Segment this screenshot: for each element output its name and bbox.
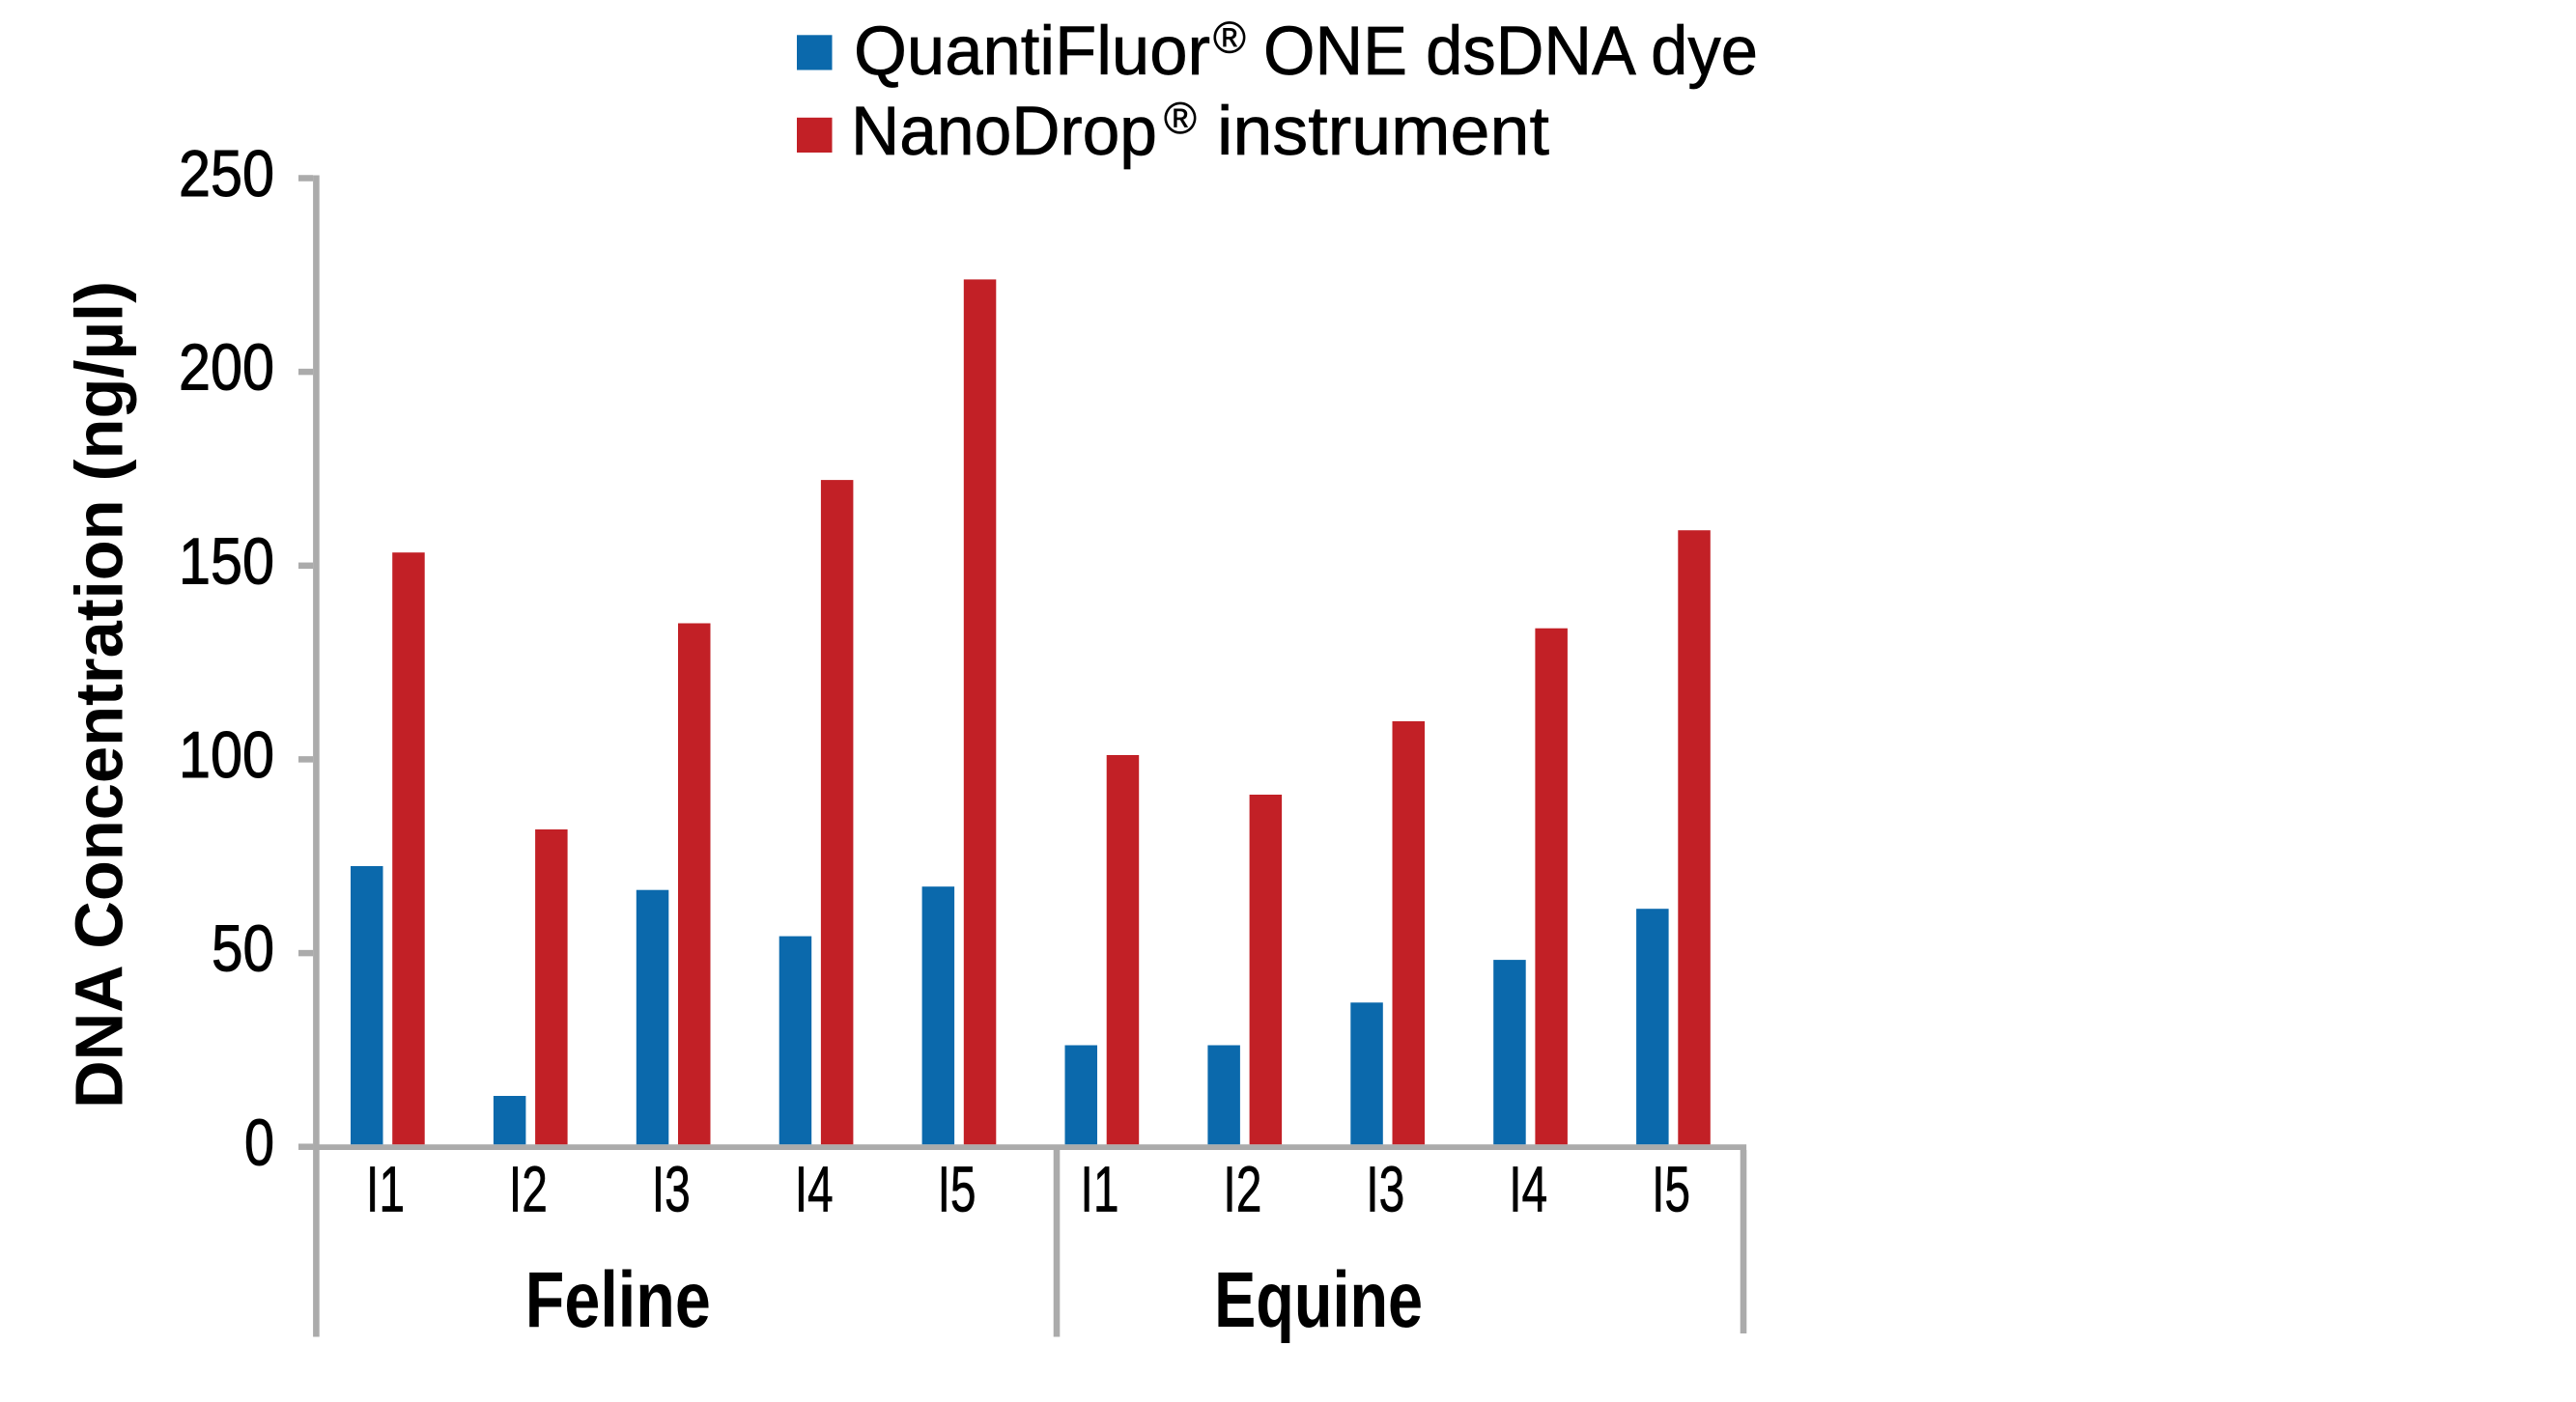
svg-text:I3: I3 [652,1154,691,1226]
svg-text:100: 100 [179,718,274,792]
svg-text:I3: I3 [1366,1154,1404,1226]
svg-text:QuantiFluor: QuantiFluor [854,14,1210,90]
svg-text:50: 50 [212,912,274,986]
svg-text:Equine: Equine [1214,1256,1423,1344]
svg-text:Feline: Feline [525,1256,711,1344]
svg-text:I4: I4 [1509,1154,1547,1226]
svg-text:I1: I1 [1081,1154,1119,1226]
svg-text:ONE dsDNA dye: ONE dsDNA dye [1263,14,1758,90]
svg-text:200: 200 [179,331,274,405]
svg-text:®: ® [1213,13,1246,63]
svg-text:0: 0 [244,1106,274,1179]
svg-text:instrument: instrument [1217,94,1549,170]
svg-text:I2: I2 [1223,1154,1261,1226]
svg-text:I2: I2 [509,1154,548,1226]
svg-text:®: ® [1164,93,1197,143]
svg-text:NanoDrop: NanoDrop [851,94,1157,170]
svg-text:I5: I5 [938,1154,977,1226]
svg-text:250: 250 [179,137,274,210]
svg-text:150: 150 [179,524,274,598]
svg-text:I4: I4 [795,1154,834,1226]
svg-text:DNA Concentration (ng/µl): DNA Concentration (ng/µl) [61,281,136,1108]
svg-text:I1: I1 [366,1154,405,1226]
svg-text:I5: I5 [1652,1154,1690,1226]
